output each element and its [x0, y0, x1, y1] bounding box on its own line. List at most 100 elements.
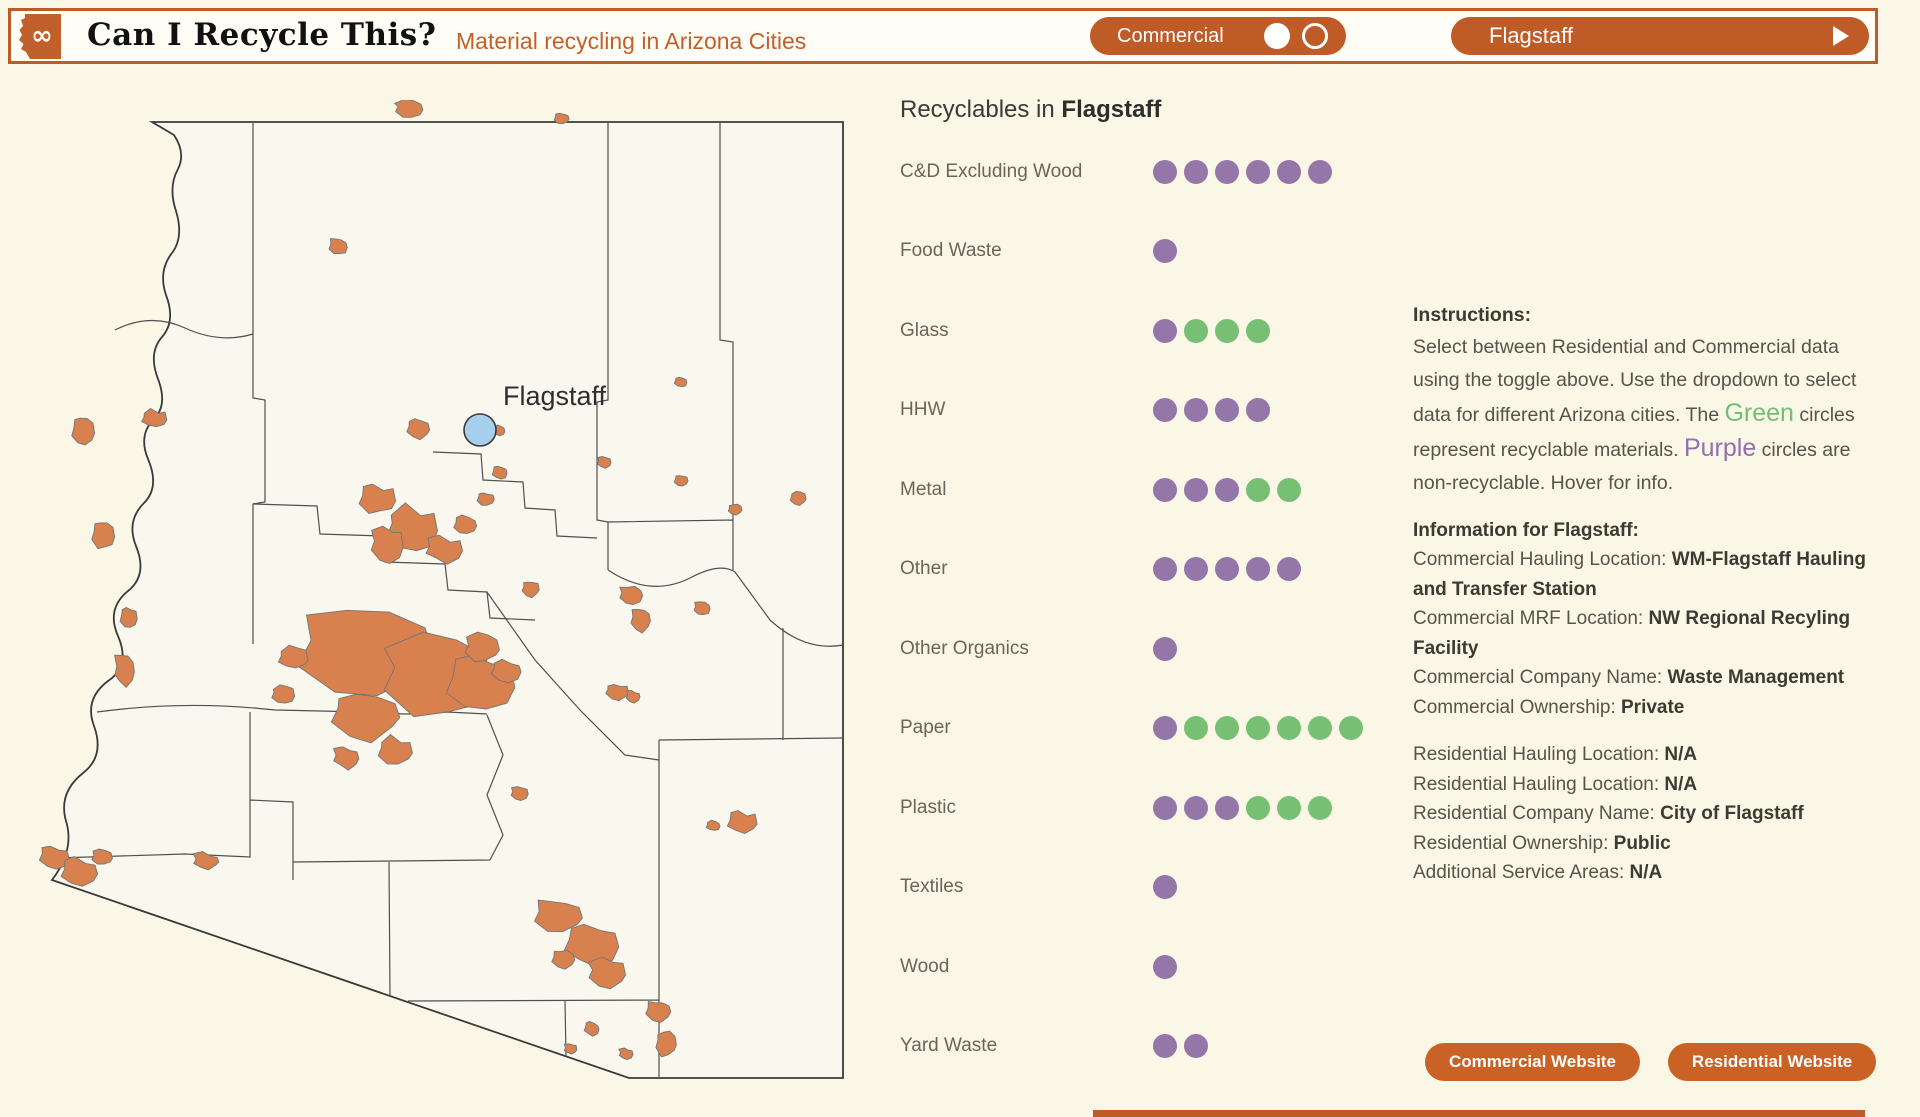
recyclable-dot[interactable] [1184, 318, 1208, 343]
urban-area[interactable] [553, 112, 570, 125]
urban-area[interactable] [693, 601, 711, 615]
non-recyclable-dot[interactable] [1246, 398, 1270, 422]
non-recyclable-dot[interactable] [1277, 557, 1301, 581]
non-recyclable-dot[interactable] [1184, 159, 1208, 184]
urban-area[interactable] [393, 98, 424, 118]
recyclable-dot[interactable] [1215, 716, 1239, 740]
urban-area[interactable] [619, 585, 644, 605]
urban-area[interactable] [464, 631, 500, 663]
recyclable-dot[interactable] [1246, 318, 1270, 343]
urban-area[interactable] [618, 1047, 634, 1060]
urban-area[interactable] [277, 644, 309, 669]
urban-area[interactable] [491, 465, 508, 480]
non-recyclable-dot[interactable] [1246, 159, 1270, 184]
urban-area[interactable] [625, 689, 641, 704]
selected-city-marker[interactable] [463, 413, 497, 447]
non-recyclable-dot[interactable] [1215, 557, 1239, 581]
urban-area[interactable] [655, 1030, 677, 1058]
recyclable-dot[interactable] [1308, 795, 1332, 820]
non-recyclable-dot[interactable] [1215, 398, 1239, 422]
urban-area[interactable] [705, 819, 721, 831]
non-recyclable-dot[interactable] [1215, 795, 1239, 820]
urban-area[interactable] [533, 899, 583, 933]
non-recyclable-dot[interactable] [1184, 557, 1208, 581]
non-recyclable-dot[interactable] [1184, 477, 1208, 502]
non-recyclable-dot[interactable] [1153, 954, 1177, 979]
urban-area[interactable] [563, 923, 620, 968]
non-recyclable-dot[interactable] [1153, 716, 1177, 740]
urban-area[interactable] [328, 238, 348, 255]
urban-area[interactable] [370, 525, 404, 564]
urban-area[interactable] [192, 851, 220, 871]
non-recyclable-dot[interactable] [1308, 159, 1332, 184]
urban-area[interactable] [141, 407, 168, 428]
recyclable-dot[interactable] [1339, 716, 1363, 740]
recyclable-dot[interactable] [1277, 716, 1301, 740]
urban-area[interactable] [605, 684, 630, 702]
urban-area[interactable] [596, 456, 612, 469]
urban-area[interactable] [587, 956, 627, 990]
urban-area[interactable] [114, 654, 135, 688]
recyclable-dot[interactable] [1277, 477, 1301, 502]
urban-areas-layer[interactable] [38, 98, 807, 1060]
urban-area[interactable] [406, 418, 431, 441]
urban-area[interactable] [91, 522, 116, 550]
urban-area[interactable] [510, 786, 529, 801]
urban-area[interactable] [425, 534, 464, 565]
non-recyclable-dot[interactable] [1153, 875, 1177, 899]
non-recyclable-dot[interactable] [1246, 557, 1270, 581]
urban-area[interactable] [330, 693, 401, 744]
urban-area[interactable] [490, 658, 522, 684]
commercial-residential-toggle[interactable]: Commercial [1090, 17, 1346, 55]
arizona-map[interactable]: Flagstaff [35, 98, 845, 1100]
urban-area[interactable] [271, 684, 296, 704]
urban-area[interactable] [563, 1043, 578, 1055]
arizona-map-svg[interactable]: Flagstaff [35, 98, 845, 1100]
urban-area[interactable] [673, 475, 689, 487]
urban-area[interactable] [551, 949, 576, 970]
urban-area[interactable] [60, 855, 99, 887]
non-recyclable-dot[interactable] [1153, 477, 1177, 502]
urban-area[interactable] [476, 492, 495, 506]
non-recyclable-dot[interactable] [1153, 239, 1177, 263]
city-dropdown[interactable]: Flagstaff [1451, 17, 1869, 55]
urban-area[interactable] [726, 810, 758, 834]
recyclable-dot[interactable] [1246, 477, 1270, 502]
non-recyclable-dot[interactable] [1153, 1034, 1177, 1058]
urban-area[interactable] [377, 734, 413, 765]
urban-area[interactable] [453, 514, 478, 534]
urban-area[interactable] [789, 491, 807, 507]
toggle-selected-circle-icon[interactable] [1264, 23, 1290, 49]
recyclable-dot[interactable] [1184, 716, 1208, 740]
recyclable-dot[interactable] [1277, 795, 1301, 820]
non-recyclable-dot[interactable] [1184, 1034, 1208, 1058]
urban-area[interactable] [119, 606, 138, 628]
dropdown-arrow-icon[interactable] [1833, 26, 1849, 46]
non-recyclable-dot[interactable] [1153, 318, 1177, 343]
urban-area[interactable] [71, 417, 96, 446]
non-recyclable-dot[interactable] [1277, 159, 1301, 184]
recyclable-dot[interactable] [1246, 795, 1270, 820]
non-recyclable-dot[interactable] [1215, 477, 1239, 502]
urban-area[interactable] [583, 1021, 600, 1037]
urban-area[interactable] [91, 848, 113, 865]
urban-area[interactable] [673, 376, 688, 388]
recyclable-dot[interactable] [1308, 716, 1332, 740]
non-recyclable-dot[interactable] [1153, 398, 1177, 422]
non-recyclable-dot[interactable] [1184, 398, 1208, 422]
non-recyclable-dot[interactable] [1153, 557, 1177, 581]
commercial-website-button[interactable]: Commercial Website [1425, 1043, 1640, 1081]
urban-area[interactable] [645, 1001, 672, 1024]
urban-area[interactable] [521, 581, 540, 599]
urban-area[interactable] [630, 608, 651, 634]
non-recyclable-dot[interactable] [1153, 159, 1177, 184]
urban-area[interactable] [727, 503, 743, 516]
toggle-unselected-circle-icon[interactable] [1302, 23, 1328, 49]
urban-area[interactable] [358, 483, 397, 514]
residential-website-button[interactable]: Residential Website [1667, 1043, 1877, 1081]
urban-area[interactable] [332, 746, 360, 771]
non-recyclable-dot[interactable] [1153, 795, 1177, 820]
non-recyclable-dot[interactable] [1184, 795, 1208, 820]
recyclable-dot[interactable] [1215, 318, 1239, 343]
recyclable-dot[interactable] [1246, 716, 1270, 740]
